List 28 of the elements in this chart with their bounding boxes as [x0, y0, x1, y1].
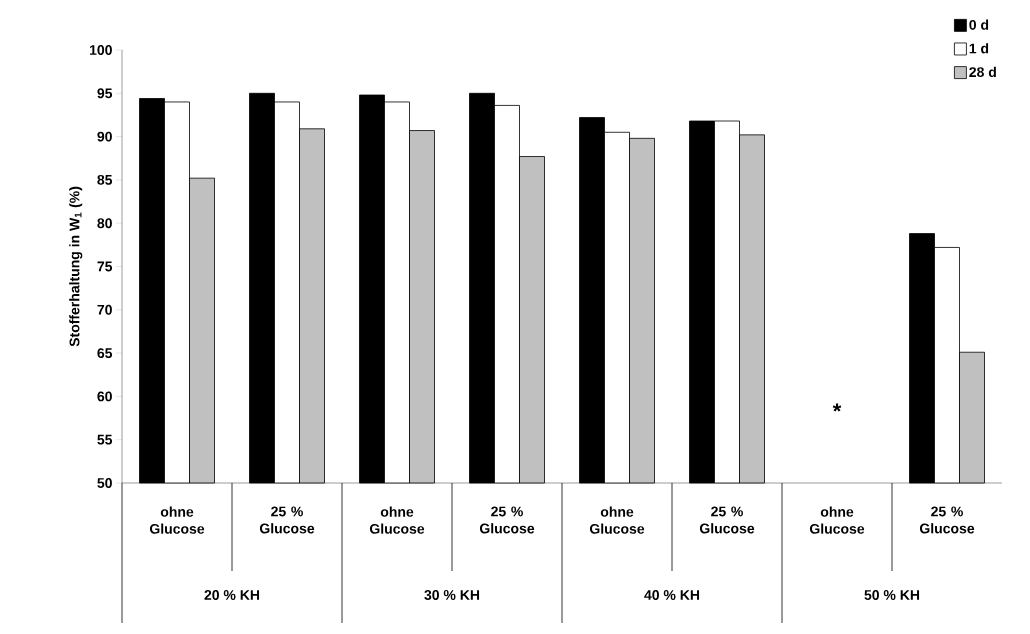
y-tick-label: 55: [97, 434, 113, 445]
legend-label: 28 d: [969, 66, 996, 78]
y-tick-label: 90: [97, 131, 112, 142]
x-tick-label: 25 % Glucose: [699, 506, 755, 534]
annotation: *: [832, 403, 842, 412]
legend-label: 0 d: [969, 19, 989, 30]
legend-label: 1 d: [969, 43, 989, 54]
x-tick-label: 25 % Glucose: [479, 506, 535, 534]
y-tick-label: 70: [97, 304, 112, 315]
y-tick-label: 100: [90, 45, 112, 55]
x-tick-label: 25 % Glucose: [919, 506, 975, 534]
y-tick-label: 85: [97, 174, 113, 185]
x-tick-label: 25 % Glucose: [259, 506, 315, 534]
y-tick-label: 75: [97, 261, 113, 272]
text: 30 % KH: [424, 590, 480, 600]
y-axis-title: Stofferhaltung in W$_{1}$ (%): [69, 186, 83, 347]
x-tick-label: ohne Glucose: [369, 506, 425, 534]
x-tick-label: ohne Glucose: [149, 506, 205, 534]
x-tick-label: ohne Glucose: [589, 506, 645, 534]
text: 40 % KH: [644, 590, 700, 600]
x-tick-label: ohne Glucose: [809, 506, 865, 534]
y-tick-label: 50: [97, 478, 112, 488]
y-tick-label: 65: [97, 348, 113, 359]
y-tick-label: 95: [97, 88, 113, 99]
y-tick-label: 60: [97, 391, 112, 402]
text: 20 % KH: [204, 590, 260, 600]
y-tick-label: 80: [97, 218, 112, 229]
text: 50 % KH: [864, 590, 920, 600]
